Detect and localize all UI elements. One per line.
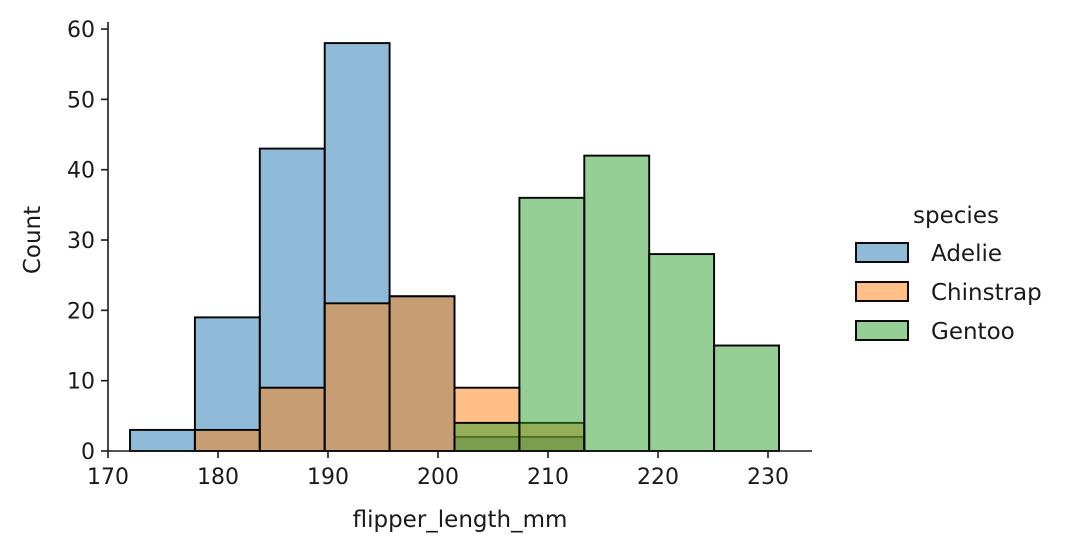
bar-adelie-0 xyxy=(129,428,196,452)
bar-gentoo-7 xyxy=(583,154,651,452)
y-tick-label: 0 xyxy=(81,440,95,465)
bar-chinstrap-2 xyxy=(258,386,326,452)
legend: species Adelie Chinstrap Gentoo xyxy=(855,203,1042,345)
bar-gentoo-9 xyxy=(713,344,780,452)
y-axis-ticks: 0 10 20 30 40 50 60 xyxy=(67,18,108,465)
y-tick-label: 60 xyxy=(67,18,95,43)
x-tick-label: 200 xyxy=(417,465,459,490)
y-tick-label: 30 xyxy=(67,229,95,254)
legend-label-adelie: Adelie xyxy=(931,241,1002,267)
x-axis-label: flipper_length_mm xyxy=(353,507,568,533)
x-tick-label: 210 xyxy=(527,465,569,490)
x-tick-label: 230 xyxy=(747,465,789,490)
y-tick-label: 50 xyxy=(67,88,95,113)
x-axis-ticks: 170 180 190 200 210 220 230 xyxy=(87,451,789,490)
bar-adelie-1 xyxy=(193,316,261,452)
x-tick-label: 190 xyxy=(307,465,349,490)
bar-gentoo-8 xyxy=(648,253,716,452)
legend-label-gentoo: Gentoo xyxy=(931,319,1015,345)
legend-title: species xyxy=(913,203,999,229)
y-tick-label: 10 xyxy=(67,370,95,395)
x-tick-label: 170 xyxy=(87,465,129,490)
y-axis-label: Count xyxy=(20,206,46,274)
legend-swatch-gentoo xyxy=(855,320,909,341)
legend-swatch-adelie xyxy=(855,242,909,263)
x-tick-label: 220 xyxy=(637,465,679,490)
bar-chinstrap-1 xyxy=(193,428,261,452)
bar-chinstrap-4 xyxy=(388,295,456,452)
bar-chinstrap-3 xyxy=(323,302,391,452)
legend-swatch-chinstrap xyxy=(855,281,909,302)
bar-gentoo-5 xyxy=(453,421,521,452)
bar-gentoo-6 xyxy=(518,196,586,452)
x-tick-label: 180 xyxy=(197,465,239,490)
bars-layer xyxy=(129,42,780,452)
legend-label-chinstrap: Chinstrap xyxy=(931,280,1042,306)
y-tick-label: 20 xyxy=(67,299,95,324)
y-tick-label: 40 xyxy=(67,159,95,184)
